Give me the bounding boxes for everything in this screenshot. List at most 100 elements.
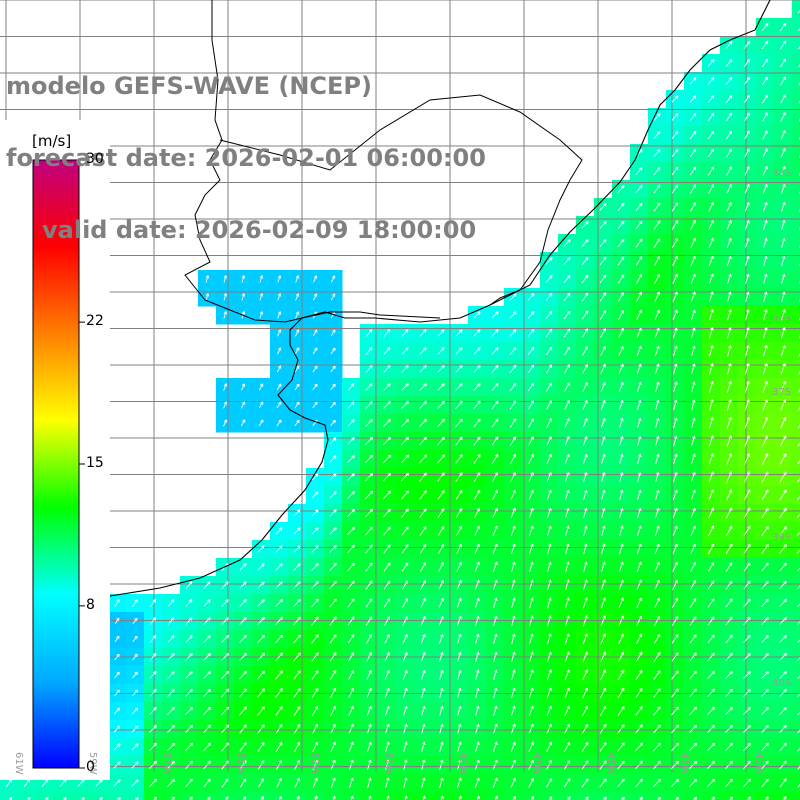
wind-arrow xyxy=(689,616,697,626)
wind-arrow xyxy=(582,669,588,681)
wind-arrow xyxy=(113,761,121,769)
wind-arrow xyxy=(131,689,139,697)
wind-arrow xyxy=(653,670,661,680)
wind-arrow xyxy=(457,705,462,717)
wind-speed-cell xyxy=(648,792,667,800)
wind-arrow xyxy=(401,365,409,373)
wind-arrow xyxy=(797,711,800,716)
wind-arrow xyxy=(258,778,265,788)
wind-arrow xyxy=(617,184,625,193)
wind-arrow xyxy=(779,688,787,697)
wind-arrow xyxy=(491,311,499,319)
wind-arrow xyxy=(797,513,800,518)
wind-arrow xyxy=(223,293,228,301)
wind-arrow xyxy=(312,741,318,752)
wind-arrow xyxy=(690,255,696,266)
wind-arrow xyxy=(743,40,751,49)
wind-arrow xyxy=(797,675,800,679)
wind-speed-cell xyxy=(792,792,800,800)
wind-speed-cell xyxy=(594,792,613,800)
wind-arrow xyxy=(329,473,337,481)
wind-arrow xyxy=(546,669,552,681)
wind-arrow xyxy=(655,435,660,447)
wind-arrow xyxy=(653,742,662,752)
wind-arrow xyxy=(635,688,643,698)
wind-arrow xyxy=(510,759,516,771)
wind-arrow xyxy=(257,688,265,698)
wind-arrow xyxy=(726,273,732,285)
wind-arrow xyxy=(295,311,300,319)
wind-arrow xyxy=(185,706,194,716)
wind-arrow xyxy=(708,417,714,429)
wind-arrow xyxy=(167,635,175,643)
wind-arrow xyxy=(619,471,624,482)
wind-arrow xyxy=(635,706,643,716)
wind-arrow xyxy=(293,598,301,608)
wind-arrow xyxy=(419,544,427,554)
wind-arrow xyxy=(347,598,355,608)
model-title: modelo GEFS-WAVE (NCEP) xyxy=(6,72,372,100)
wind-arrow xyxy=(797,603,800,608)
wind-speed-cell xyxy=(792,144,800,163)
wind-arrow xyxy=(239,760,247,770)
wind-arrow xyxy=(438,562,444,572)
wind-arrow xyxy=(473,347,481,355)
wind-arrow xyxy=(744,381,750,393)
wind-arrow xyxy=(114,653,120,661)
longitude-label: 57W xyxy=(161,752,172,775)
wind-arrow xyxy=(636,291,642,302)
wind-arrow xyxy=(419,365,427,373)
wind-arrow xyxy=(725,580,733,590)
wind-arrow xyxy=(473,418,481,428)
wind-arrow xyxy=(527,293,535,301)
wind-arrow xyxy=(582,400,588,410)
wind-arrow xyxy=(348,705,354,716)
wind-arrow xyxy=(330,777,336,789)
wind-speed-cell xyxy=(792,396,800,415)
wind-speed-cell xyxy=(306,792,325,800)
wind-arrow xyxy=(564,471,570,482)
wind-arrow xyxy=(725,59,733,67)
wind-arrow xyxy=(707,652,715,662)
wind-arrow xyxy=(185,778,193,788)
wind-arrow xyxy=(671,670,679,680)
wind-arrow xyxy=(113,743,121,751)
longitude-label: 51W xyxy=(383,752,394,775)
wind-arrow xyxy=(779,580,787,590)
wind-arrow xyxy=(474,525,480,536)
wind-arrow xyxy=(510,525,516,537)
wind-arrow xyxy=(311,545,319,553)
wind-arrow xyxy=(744,130,750,140)
wind-arrow xyxy=(511,669,516,681)
wind-arrow xyxy=(455,436,463,446)
wind-arrow xyxy=(384,616,390,626)
wind-arrow xyxy=(653,633,661,644)
wind-arrow xyxy=(293,509,301,517)
wind-arrow xyxy=(762,76,769,86)
wind-arrow xyxy=(564,489,570,501)
wind-arrow xyxy=(347,526,356,536)
wind-arrow xyxy=(167,706,175,715)
wind-arrow xyxy=(365,616,373,626)
wind-arrow xyxy=(673,381,678,393)
wind-arrow xyxy=(131,761,139,769)
wind-arrow xyxy=(365,383,373,391)
wind-arrow xyxy=(547,579,552,591)
wind-arrow xyxy=(564,382,570,392)
wind-speed-cell xyxy=(612,792,631,800)
wind-arrow xyxy=(491,400,499,410)
wind-arrow xyxy=(348,687,354,698)
wind-arrow xyxy=(257,599,265,607)
wind-arrow xyxy=(797,783,800,788)
wind-arrow xyxy=(582,346,588,356)
wind-arrow xyxy=(636,633,643,645)
wind-arrow xyxy=(617,220,625,230)
wind-arrow xyxy=(258,419,264,427)
wind-arrow xyxy=(149,671,157,679)
wind-arrow xyxy=(275,688,283,698)
wind-arrow xyxy=(708,381,714,393)
wind-arrow xyxy=(689,77,697,85)
wind-arrow xyxy=(528,489,534,501)
wind-arrow xyxy=(547,597,552,609)
wind-arrow xyxy=(689,580,697,590)
